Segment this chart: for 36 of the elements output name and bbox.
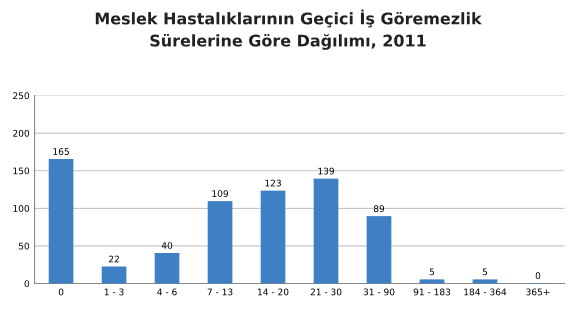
data-label: 5 — [482, 268, 488, 276]
data-label: 40 — [162, 242, 172, 249]
bar — [260, 190, 286, 284]
y-tick-label: 250 — [13, 92, 30, 100]
y-tick-label: 150 — [13, 167, 30, 174]
data-label: 22 — [108, 256, 119, 262]
x-tick-label: 7 - 13 — [208, 288, 232, 296]
x-tick-label: 31 - 90 — [364, 288, 394, 296]
data-label: 109 — [212, 190, 228, 198]
y-tick-label: 200 — [13, 130, 30, 137]
bar — [366, 216, 392, 284]
y-tick-label: 0 — [24, 280, 30, 288]
bar — [420, 279, 444, 284]
data-label: 0 — [536, 272, 540, 279]
x-tick-label: 184 - 364 — [464, 288, 506, 296]
x-tick-label: 4 - 6 — [157, 288, 177, 296]
bar — [314, 178, 338, 284]
x-tick-label: 14 - 20 — [258, 288, 288, 296]
bar — [472, 279, 498, 284]
x-tick-label: 0 — [58, 288, 64, 296]
chart-title: Meslek Hastalıklarının Geçici İş Göremezlik Sürelerine Göre Dağılımı, 2011 — [96, 10, 482, 50]
y-tick-label: 100 — [13, 205, 30, 212]
data-label: 139 — [318, 168, 334, 174]
data-label: 89 — [374, 205, 384, 212]
x-tick-label: 91 - 183 — [414, 288, 450, 296]
data-label: 165 — [53, 148, 69, 155]
x-tick-label: 365+ — [526, 288, 550, 296]
bar — [208, 201, 232, 284]
bar — [48, 159, 74, 284]
y-tick-label: 50 — [18, 242, 30, 250]
x-tick-label: 1 - 3 — [104, 288, 124, 296]
x-tick-label: 21 - 30 — [310, 288, 342, 296]
data-label: 5 — [430, 268, 434, 276]
data-label: 123 — [265, 180, 281, 187]
bar — [154, 253, 180, 284]
bar — [102, 266, 126, 284]
